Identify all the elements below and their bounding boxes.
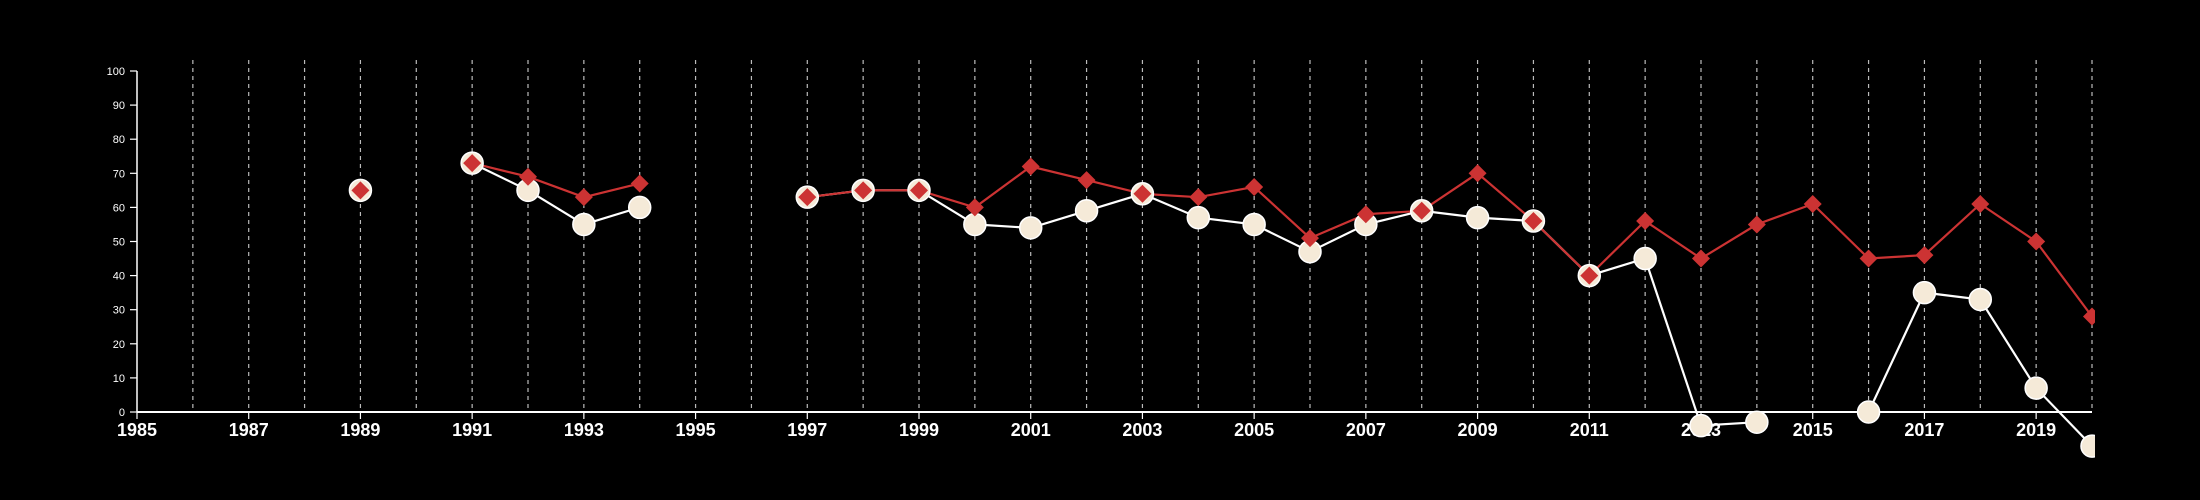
y-tick-label: 0 (119, 407, 125, 419)
x-tick-label: 2019 (2016, 420, 2056, 440)
point-diamond (798, 188, 817, 207)
point-diamond (1524, 212, 1543, 231)
point-diamond (1971, 194, 1990, 213)
y-tick-label: 40 (113, 271, 125, 283)
point-circle (1968, 287, 1993, 312)
point-circle (1018, 216, 1043, 240)
series-line-diamond (807, 165, 2093, 318)
point-diamond (965, 198, 984, 217)
x-tick-label: 1999 (899, 420, 939, 440)
point-diamond (1356, 205, 1375, 224)
point-diamond (2027, 232, 2046, 251)
y-tick-label: 100 (107, 66, 125, 78)
point-diamond (910, 181, 928, 200)
series-line-circle (1867, 291, 2093, 447)
x-tick-label: 2015 (1793, 420, 1833, 440)
y-tick-label: 80 (113, 134, 125, 146)
series-line-diamond (471, 162, 640, 199)
grid (192, 60, 2093, 412)
point-circle (2080, 434, 2095, 458)
point-diamond (854, 181, 873, 200)
point-circle (1745, 410, 1769, 434)
point-circle (2024, 376, 2048, 400)
y-tick-label: 50 (113, 237, 125, 249)
series-group (348, 151, 2095, 458)
x-tick-label: 2005 (1234, 420, 1274, 440)
point-diamond (1692, 249, 1710, 268)
point-circle (627, 195, 652, 220)
y-tick-label: 20 (113, 339, 125, 351)
point-circle (1633, 246, 1657, 271)
point-circle (1074, 199, 1099, 223)
y-tick-label: 30 (113, 305, 125, 317)
x-tick-label: 1993 (564, 420, 604, 440)
x-tick-label: 1987 (229, 420, 269, 440)
y-tick-label: 70 (113, 168, 125, 180)
point-circle (963, 212, 987, 237)
point-diamond (463, 154, 482, 173)
point-circle (1689, 413, 1713, 438)
point-diamond (351, 181, 370, 200)
axes: 0 10 20 30 40 50 60 70 80 90 100 1985 1987 1989 1991 19… (107, 66, 2092, 440)
point-diamond (1021, 157, 1040, 176)
point-diamond (1301, 229, 1319, 248)
x-tick-label: 2011 (1570, 420, 1609, 440)
x-tick-label: 2003 (1122, 420, 1162, 440)
point-circle (572, 212, 596, 237)
x-tick-label: 1997 (787, 420, 827, 440)
point-diamond (1077, 171, 1096, 190)
point-diamond (1580, 266, 1599, 285)
series-line-circle (471, 162, 641, 226)
point-diamond (519, 167, 537, 186)
y-tick-label: 60 (113, 202, 125, 214)
point-diamond (1915, 246, 1934, 265)
point-diamond (1245, 177, 1264, 196)
x-tick-label: 1995 (676, 420, 716, 440)
x-tick-label: 1989 (340, 420, 380, 440)
series-line-circle (807, 189, 1757, 427)
point-diamond (1468, 164, 1487, 183)
point-circle (1856, 400, 1881, 424)
point-circle (1242, 212, 1266, 237)
point-diamond (1412, 201, 1431, 220)
point-diamond (1747, 215, 1766, 234)
x-tick-label: 2009 (1458, 420, 1498, 440)
x-tick-label: 2001 (1011, 420, 1051, 440)
point-diamond (1803, 194, 1822, 213)
x-tick-label: 2007 (1346, 420, 1386, 440)
point-diamond (1859, 249, 1878, 268)
x-tick-label: 1991 (452, 420, 492, 440)
point-diamond (1189, 188, 1208, 207)
point-circle (1465, 205, 1490, 230)
x-tick-label: 1985 (117, 420, 157, 440)
point-circle (1912, 280, 1937, 305)
y-tick-label: 10 (113, 373, 125, 385)
y-tick-label: 90 (113, 100, 125, 112)
point-diamond (630, 174, 649, 193)
point-diamond (2083, 307, 2095, 326)
point-diamond (574, 188, 593, 207)
point-diamond (1133, 184, 1152, 203)
x-tick-label: 2017 (1904, 420, 1944, 440)
point-diamond (1636, 212, 1655, 231)
point-circle (1186, 205, 1211, 230)
